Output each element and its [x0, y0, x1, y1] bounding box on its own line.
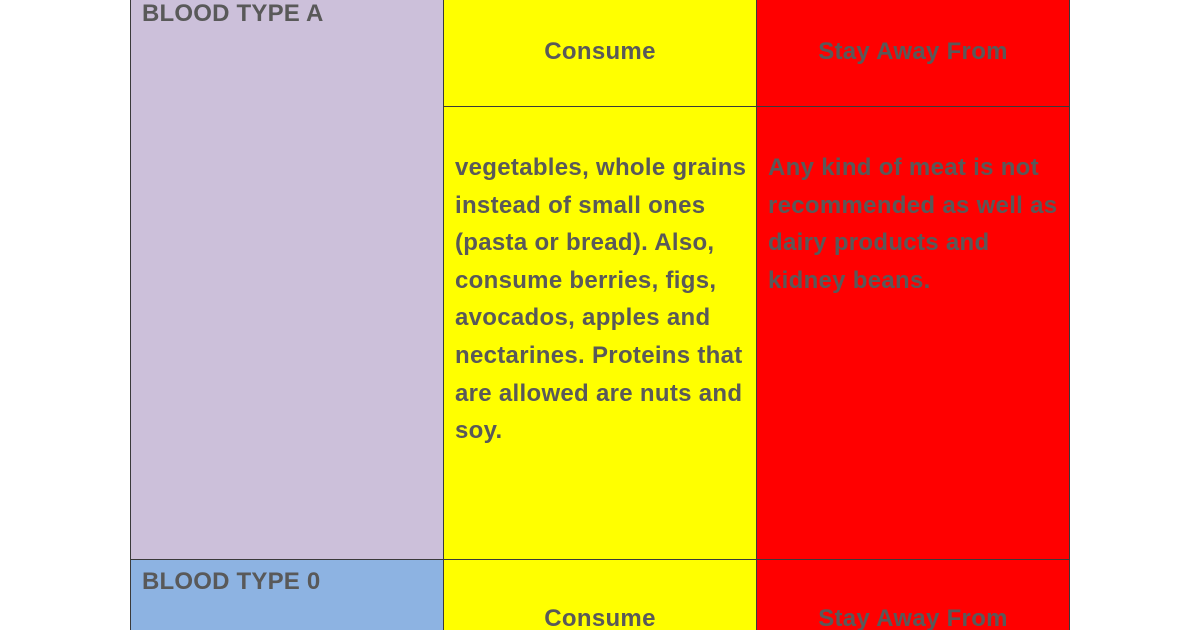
consume-header: Consume	[544, 605, 656, 630]
consume-text: vegetables, whole grains instead of smal…	[455, 154, 747, 445]
blood-type-0-label-cell: BLOOD TYPE 0	[130, 559, 444, 630]
blood-type-0-consume-header-cell: Consume	[443, 559, 757, 630]
stay-away-text: Any kind of meat is not recommended as w…	[768, 154, 1058, 294]
stay-away-header: Stay Away From	[818, 38, 1008, 65]
blood-type-a-consume-header-cell: Consume	[443, 0, 757, 107]
stay-away-header: Stay Away From	[818, 605, 1008, 630]
blood-type-a-label: BLOOD TYPE A	[142, 0, 324, 27]
blood-type-a-avoid-body-cell: Any kind of meat is not recommended as w…	[756, 106, 1070, 560]
blood-type-0-label: BLOOD TYPE 0	[142, 568, 321, 595]
blood-type-0-avoid-header-cell: Stay Away From	[756, 559, 1070, 630]
blood-type-a-consume-body-cell: vegetables, whole grains instead of smal…	[443, 106, 757, 560]
blood-type-a-label-cell: BLOOD TYPE A	[130, 0, 444, 560]
blood-type-a-avoid-header-cell: Stay Away From	[756, 0, 1070, 107]
consume-header: Consume	[544, 38, 656, 65]
